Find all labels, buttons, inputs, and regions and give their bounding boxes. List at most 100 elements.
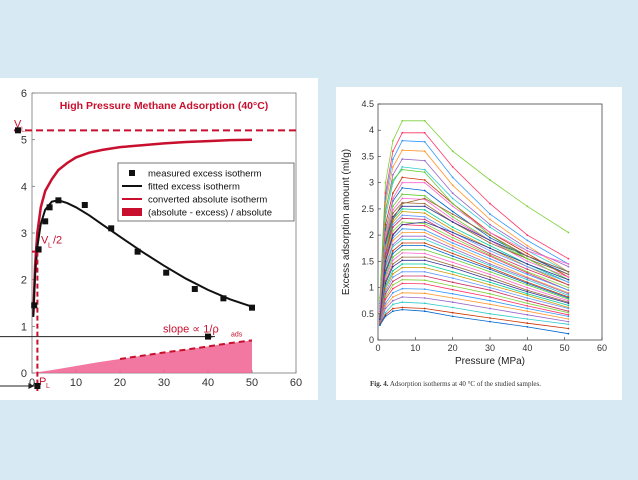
isotherm-point xyxy=(401,252,404,254)
isotherm-point xyxy=(392,197,394,200)
isotherm-point xyxy=(526,326,529,328)
isotherm-point xyxy=(401,139,404,142)
isotherm-point xyxy=(423,238,426,241)
y-tick-label: 1 xyxy=(21,321,27,333)
isotherm-point xyxy=(489,284,491,286)
isotherm-point xyxy=(423,263,426,265)
isotherm-point xyxy=(526,286,529,289)
vl-half-label-suffix: /2 xyxy=(53,235,62,247)
isotherm-point xyxy=(451,218,454,221)
isotherm-point xyxy=(567,320,570,323)
isotherm-point xyxy=(384,208,387,210)
isotherm-point xyxy=(451,192,454,195)
isotherm-point xyxy=(451,226,454,229)
isotherm-point xyxy=(423,310,426,313)
isotherm-point xyxy=(526,294,529,297)
isotherm-point xyxy=(423,221,426,223)
x-tick-label: 30 xyxy=(158,377,170,389)
pl-arrow-head xyxy=(28,383,35,389)
isotherm-point xyxy=(451,249,454,252)
isotherm-point xyxy=(526,273,529,276)
isotherm-point xyxy=(423,189,426,192)
isotherm-point xyxy=(423,168,426,171)
isotherm-point xyxy=(392,234,394,237)
vl-half-label-sub: L xyxy=(48,243,52,250)
isotherm-point xyxy=(526,289,529,292)
isotherm-point xyxy=(451,239,454,242)
isotherm-point xyxy=(451,266,454,269)
slope-dashed-line xyxy=(119,339,253,360)
isotherm-point xyxy=(526,244,529,247)
isotherm-point xyxy=(451,257,454,260)
isotherm-point xyxy=(567,323,570,326)
isotherm-point xyxy=(401,202,404,205)
isotherm-point xyxy=(423,279,426,282)
isotherm-point xyxy=(384,277,387,279)
isotherm-point xyxy=(489,296,491,298)
isotherm-point xyxy=(384,231,387,234)
isotherm-point xyxy=(451,255,454,257)
isotherm-point xyxy=(567,313,570,316)
isotherm-point xyxy=(401,210,404,213)
isotherm-point xyxy=(384,298,387,300)
isotherm-point xyxy=(567,327,570,330)
isotherm-point xyxy=(526,249,529,252)
isotherm-point xyxy=(526,302,529,305)
isotherm-point xyxy=(392,223,394,226)
y-tick-label: 1 xyxy=(369,283,374,293)
isotherm-point xyxy=(567,263,570,265)
isotherm-point xyxy=(526,278,529,281)
isotherm-point xyxy=(489,299,491,302)
isotherm-point xyxy=(392,212,394,214)
isotherm-point xyxy=(392,249,394,252)
isotherm-point xyxy=(423,209,426,211)
isotherm-point xyxy=(567,286,570,289)
isotherm-point xyxy=(401,259,404,262)
isotherm-point xyxy=(392,158,394,160)
measured-excess-marker xyxy=(42,218,49,225)
isotherm-point xyxy=(423,275,426,277)
isotherm-point xyxy=(392,310,394,313)
isotherm-point xyxy=(384,223,387,226)
isotherm-point xyxy=(526,318,529,320)
x-tick-label: 0 xyxy=(29,377,35,389)
isotherm-point xyxy=(451,288,454,291)
isotherm-point xyxy=(567,315,570,318)
isotherm-point xyxy=(567,318,570,320)
isotherm-point xyxy=(567,299,570,302)
x-axis-label: Pressure (MPa) xyxy=(455,356,525,367)
isotherm-point xyxy=(451,252,454,255)
isotherm-point xyxy=(526,260,529,263)
isotherm-point xyxy=(489,242,491,244)
isotherm-point xyxy=(392,284,394,286)
y-tick-label: 5 xyxy=(21,135,27,147)
isotherm-point xyxy=(384,255,387,257)
x-tick-label: 60 xyxy=(597,343,607,353)
isotherm-point xyxy=(489,286,491,289)
isotherm-point xyxy=(451,281,454,284)
isotherm-point xyxy=(526,297,529,299)
isotherm-point xyxy=(401,275,404,277)
isotherm-point xyxy=(392,192,394,195)
y-tick-label: 3 xyxy=(369,178,374,188)
isotherm-point xyxy=(401,119,404,122)
isotherm-point xyxy=(401,238,404,241)
isotherm-point xyxy=(526,313,529,316)
x-tick-label: 10 xyxy=(70,377,82,389)
isotherm-point xyxy=(401,291,404,294)
isotherm-point xyxy=(423,179,426,181)
vl-half-label: V xyxy=(41,235,49,247)
isotherm-point xyxy=(401,197,404,200)
isotherm-point xyxy=(392,226,394,229)
isotherm-point xyxy=(489,231,491,234)
isotherm-point xyxy=(401,205,404,208)
isotherm-point xyxy=(489,303,491,306)
isotherm-point xyxy=(392,139,394,142)
isotherm-point xyxy=(423,197,426,200)
x-tick-label: 0 xyxy=(375,343,380,353)
y-tick-label: 3 xyxy=(21,228,27,240)
measured-excess-marker xyxy=(134,248,141,255)
isotherm-point xyxy=(451,197,454,200)
isotherm-point xyxy=(567,289,570,292)
isotherm-point xyxy=(392,296,394,298)
